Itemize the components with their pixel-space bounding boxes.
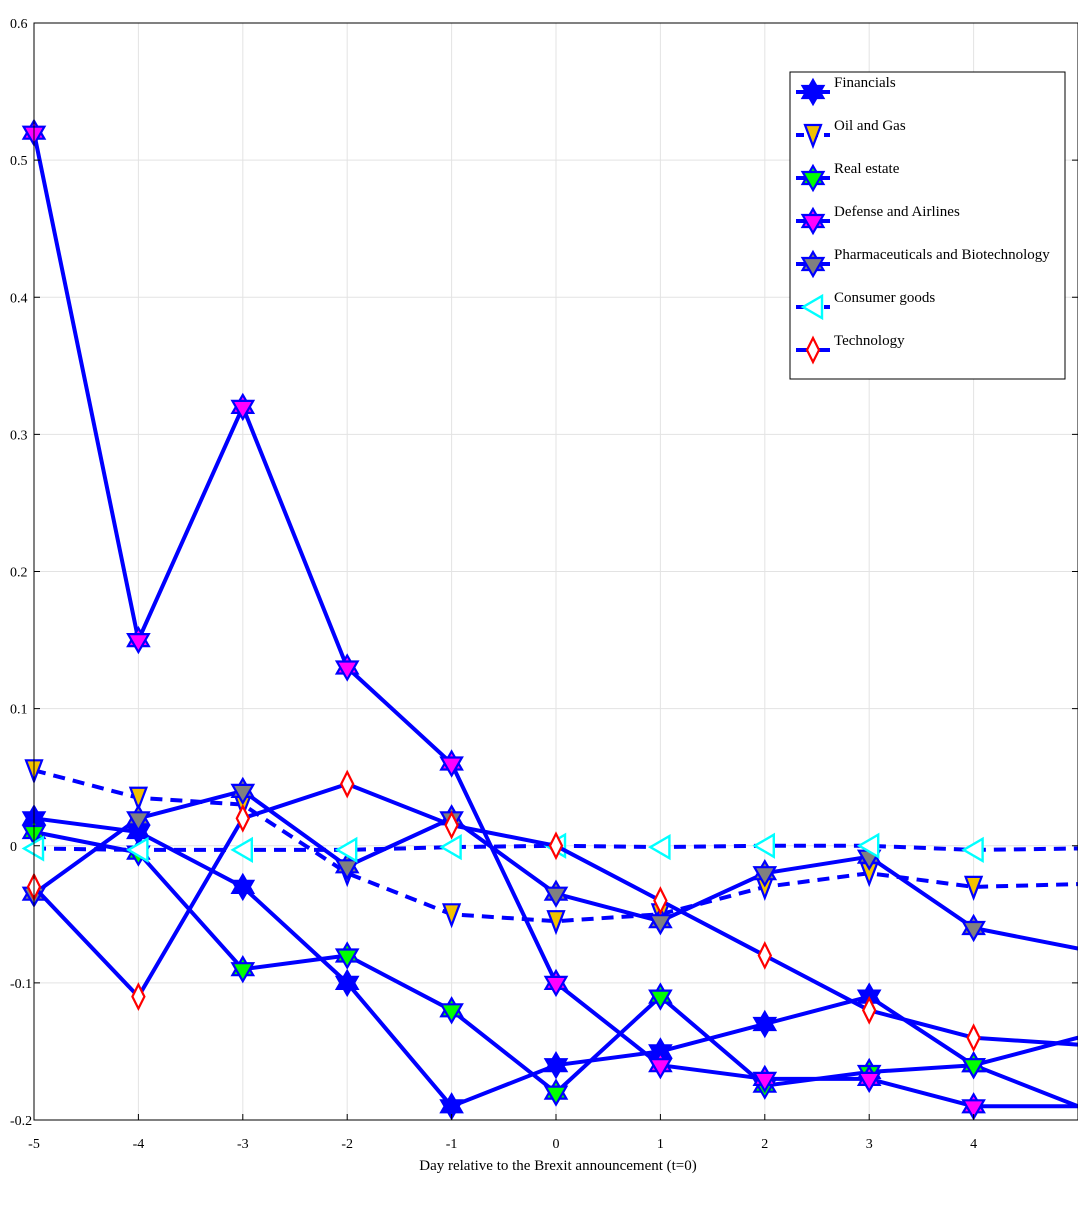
data-point bbox=[131, 982, 146, 1012]
legend-item: Pharmaceuticals and Biotechnology bbox=[796, 247, 1050, 279]
legend-label: Defense and Airlines bbox=[834, 204, 960, 220]
legend-item: Defense and Airlines bbox=[796, 204, 960, 236]
data-point-overlay bbox=[230, 879, 256, 902]
x-tick-label: 3 bbox=[866, 1137, 873, 1152]
series-technology bbox=[26, 769, 1078, 1053]
y-tick-label: 0.3 bbox=[10, 428, 28, 443]
legend-marker bbox=[805, 335, 821, 365]
legend-item: Oil and Gas bbox=[796, 118, 906, 150]
y-tick-label: 0.2 bbox=[10, 566, 28, 581]
data-point bbox=[757, 940, 773, 970]
data-point-overlay bbox=[648, 914, 673, 936]
legend: Financials Oil and Gas Real estate Defense … bbox=[789, 71, 1066, 380]
y-tick-label: 0.5 bbox=[10, 154, 28, 169]
data-point-overlay bbox=[543, 975, 569, 998]
data-point bbox=[964, 875, 984, 901]
series-line bbox=[33, 768, 1078, 924]
x-tick-label: -1 bbox=[446, 1137, 458, 1152]
data-point bbox=[334, 836, 358, 863]
data-point bbox=[439, 834, 462, 861]
legend-label: Consumer goods bbox=[834, 290, 935, 306]
x-tick-label: 0 bbox=[553, 1137, 560, 1152]
data-point bbox=[546, 910, 566, 936]
data-point-overlay bbox=[961, 1099, 986, 1121]
legend-item: Financials bbox=[796, 75, 896, 107]
data-point bbox=[339, 769, 355, 799]
data-point-overlay bbox=[543, 886, 569, 908]
legend-marker-overlay bbox=[800, 256, 826, 279]
data-point bbox=[126, 836, 149, 863]
data-point-overlay bbox=[648, 1058, 673, 1080]
data-point-overlay bbox=[230, 783, 256, 806]
data-point bbox=[230, 836, 254, 863]
legend-box bbox=[789, 71, 1066, 380]
legend-item: Consumer goods bbox=[796, 290, 935, 321]
data-point-overlay bbox=[439, 1099, 464, 1121]
data-point bbox=[548, 831, 564, 861]
y-tick-label: 0.4 bbox=[10, 291, 28, 306]
axis-ticks: -0.2 -0.1 0 0.1 0.2 0.3 0.4 0.5 0.6 -5 -4 -3 -2 -1 0 1 2… bbox=[10, 17, 1078, 1152]
x-tick-label: 2 bbox=[761, 1137, 768, 1152]
y-tick-label: 0.6 bbox=[10, 17, 28, 32]
legend-marker-overlay bbox=[800, 84, 826, 107]
x-tick-label: -3 bbox=[237, 1137, 249, 1152]
legend-item: Real estate bbox=[796, 161, 900, 193]
legend-label: Oil and Gas bbox=[834, 118, 906, 134]
data-point bbox=[861, 995, 877, 1025]
y-tick-label: 0 bbox=[10, 840, 17, 855]
x-tick-label: -5 bbox=[28, 1137, 40, 1152]
data-point bbox=[966, 1023, 981, 1053]
data-point-overlay bbox=[648, 989, 673, 1011]
y-tick-label: -0.2 bbox=[10, 1114, 32, 1129]
data-point-overlay bbox=[126, 811, 151, 833]
x-tick-label: -2 bbox=[341, 1137, 353, 1152]
data-point-overlay bbox=[543, 1058, 569, 1080]
data-point-overlay bbox=[961, 1058, 986, 1080]
x-axis-label: Day relative to the Brexit announcement … bbox=[419, 1158, 697, 1174]
data-point-overlay bbox=[752, 1016, 778, 1039]
legend-marker-overlay bbox=[800, 170, 826, 193]
legend-label: Financials bbox=[834, 75, 896, 91]
data-point bbox=[653, 886, 668, 916]
legend-label: Pharmaceuticals and Biotechnology bbox=[834, 247, 1050, 263]
data-point bbox=[442, 903, 462, 929]
data-point-overlay bbox=[334, 975, 360, 998]
y-tick-label: -0.1 bbox=[10, 977, 32, 992]
series-defense-and-airlines bbox=[21, 118, 1078, 1121]
data-point-overlay bbox=[856, 1071, 882, 1094]
data-point-overlay bbox=[752, 866, 778, 888]
series-layer bbox=[21, 118, 1078, 1121]
data-point-overlay bbox=[543, 1085, 569, 1107]
data-point-overlay bbox=[439, 756, 464, 778]
data-point bbox=[856, 832, 880, 859]
data-point-overlay bbox=[334, 948, 360, 970]
data-point-overlay bbox=[752, 1071, 778, 1094]
legend-item: Technology bbox=[796, 333, 905, 365]
data-point-overlay bbox=[230, 399, 256, 422]
data-point bbox=[128, 786, 148, 812]
legend-marker-overlay bbox=[800, 213, 826, 236]
legend-label: Real estate bbox=[834, 161, 900, 177]
data-point-overlay bbox=[961, 920, 986, 943]
data-point-overlay bbox=[126, 632, 151, 655]
data-point-overlay bbox=[334, 660, 360, 682]
legend-marker bbox=[803, 123, 823, 150]
data-point-overlay bbox=[439, 1003, 464, 1025]
x-tick-label: -4 bbox=[133, 1137, 145, 1152]
data-point bbox=[961, 836, 984, 863]
legend-label: Technology bbox=[834, 333, 905, 349]
x-tick-label: 4 bbox=[970, 1137, 977, 1152]
data-point bbox=[648, 834, 671, 861]
data-point bbox=[235, 803, 251, 833]
data-point bbox=[444, 810, 459, 840]
data-point bbox=[752, 832, 775, 859]
x-tick-label: 1 bbox=[657, 1137, 664, 1152]
data-point-overlay bbox=[334, 859, 360, 881]
data-point-overlay bbox=[230, 962, 256, 984]
y-tick-label: 0.1 bbox=[10, 703, 28, 718]
legend-marker bbox=[800, 293, 824, 321]
